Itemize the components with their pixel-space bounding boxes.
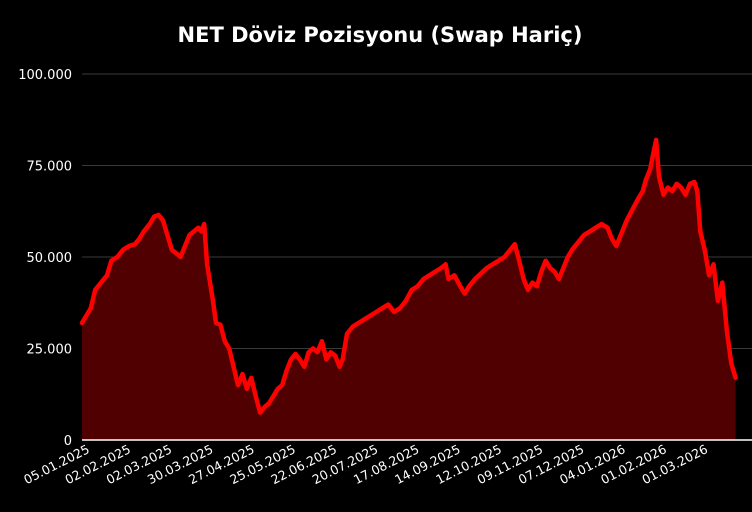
y-tick-label: 100.000 bbox=[18, 68, 72, 83]
chart-title: NET Döviz Pozisyonu (Swap Hariç) bbox=[178, 23, 583, 47]
y-tick-label: 0 bbox=[64, 434, 72, 449]
series-line bbox=[79, 137, 738, 415]
plot-area bbox=[79, 137, 752, 441]
y-tick-label: 25.000 bbox=[27, 343, 73, 358]
series-area bbox=[82, 139, 736, 440]
y-tick-label: 50.000 bbox=[27, 251, 73, 266]
y-axis: 0 25.000 50.000 75.000 100.000 bbox=[18, 68, 72, 449]
y-tick-label: 75.000 bbox=[27, 160, 73, 175]
